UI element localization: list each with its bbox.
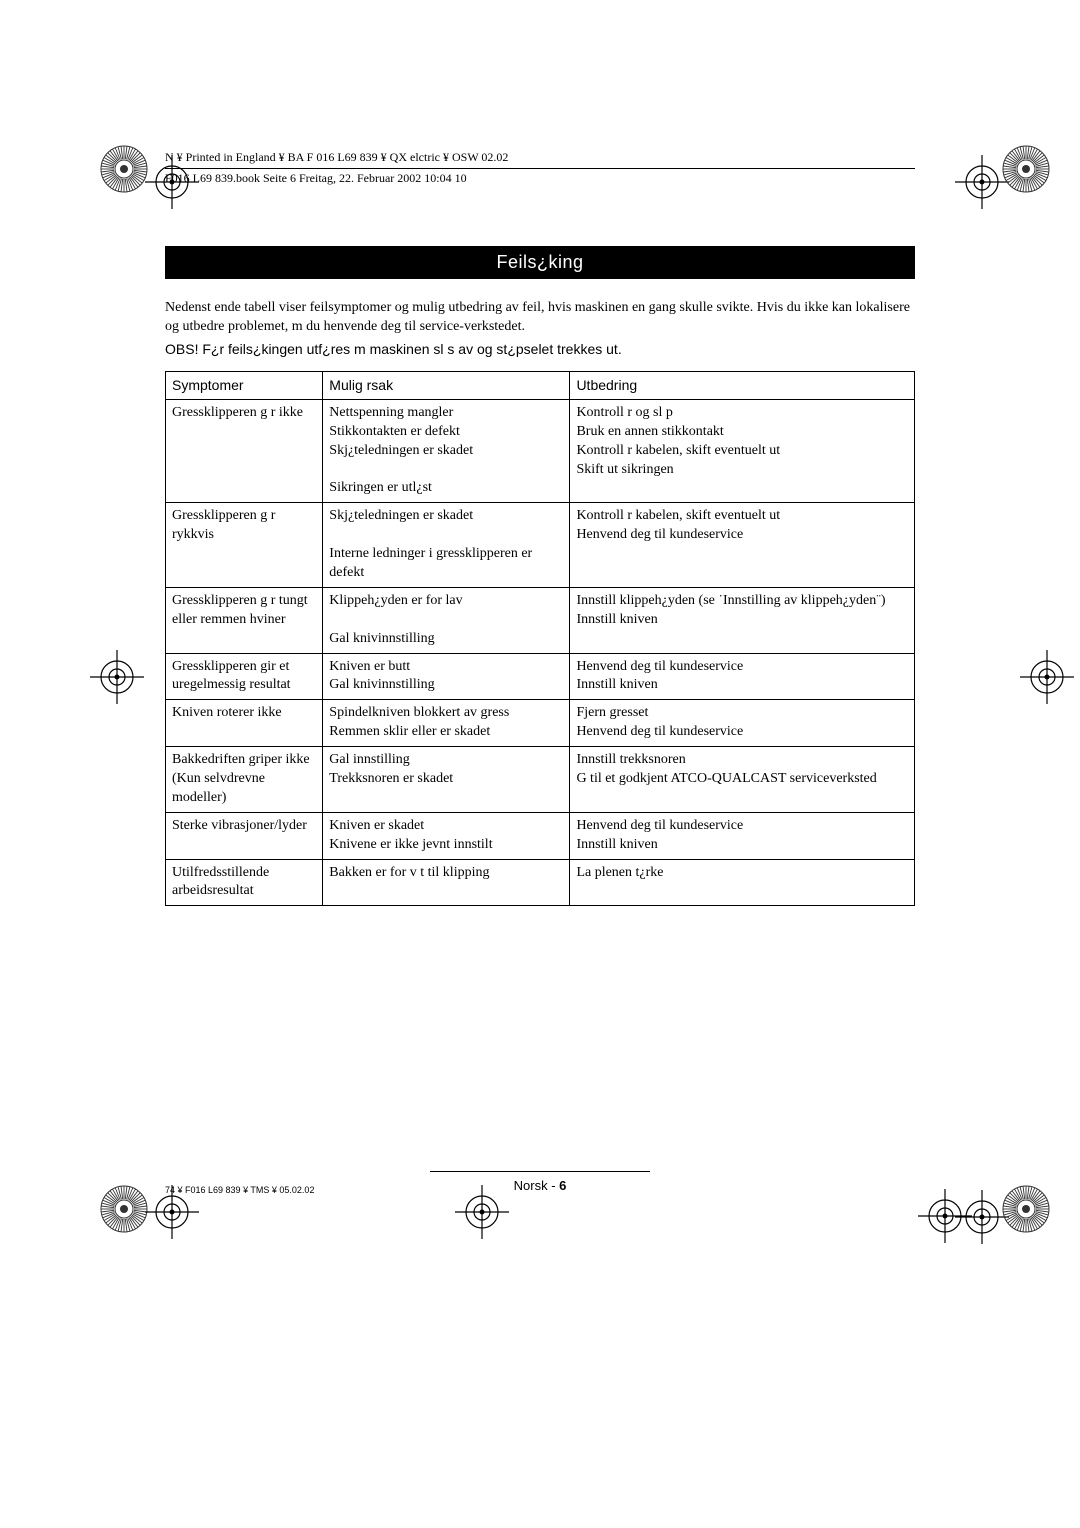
- crop-starburst-icon: [100, 145, 148, 193]
- footer-page: 6: [559, 1178, 566, 1193]
- registration-mark-icon: [145, 1185, 199, 1239]
- page-footer: 74 ¥ F016 L69 839 ¥ TMS ¥ 05.02.02 Norsk…: [165, 1171, 915, 1193]
- cell-symptom: Utilfredsstillende arbeidsresultat: [166, 859, 323, 906]
- th-cause: Mulig rsak: [323, 371, 570, 399]
- registration-mark-icon: [955, 155, 1009, 209]
- th-symptom: Symptomer: [166, 371, 323, 399]
- cell-fix: Henvend deg til kundeservice Innstill kn…: [570, 653, 915, 700]
- cell-symptom: Gressklipperen gir et uregelmessig resul…: [166, 653, 323, 700]
- footer-rule: [430, 1171, 650, 1172]
- footer-sep: -: [548, 1178, 560, 1193]
- table-row: Utilfredsstillende arbeidsresultatBakken…: [166, 859, 915, 906]
- cell-cause: Bakken er for v t til klipping: [323, 859, 570, 906]
- cell-fix: Innstill trekksnoren G til et godkjent A…: [570, 747, 915, 813]
- table-row: Sterke vibrasjoner/lyderKniven er skadet…: [166, 812, 915, 859]
- cell-fix: Fjern gresset Henvend deg til kundeservi…: [570, 700, 915, 747]
- cell-cause: Spindelkniven blokkert av gress Remmen s…: [323, 700, 570, 747]
- troubleshooting-table: Symptomer Mulig rsak Utbedring Gressklip…: [165, 371, 915, 906]
- table-row: Gressklipperen g r ikkeNettspenning mang…: [166, 399, 915, 502]
- table-row: Gressklipperen g r tungt eller remmen hv…: [166, 587, 915, 653]
- cell-symptom: Gressklipperen g r ikke: [166, 399, 323, 502]
- cell-cause: Nettspenning mangler Stikkontakten er de…: [323, 399, 570, 502]
- warning-line: OBS! F¿r feils¿kingen utf¿res m maskinen…: [165, 341, 915, 357]
- cell-symptom: Gressklipperen g r rykkvis: [166, 503, 323, 588]
- cell-cause: Kniven er butt Gal knivinnstilling: [323, 653, 570, 700]
- cell-fix: La plenen t¿rke: [570, 859, 915, 906]
- header-line1: N ¥ Printed in England ¥ BA F 016 L69 83…: [165, 150, 915, 166]
- registration-mark-icon: [1020, 650, 1074, 704]
- table-row: Gressklipperen g r rykkvisSkj¿teledninge…: [166, 503, 915, 588]
- table-row: Kniven roterer ikkeSpindelkniven blokker…: [166, 700, 915, 747]
- section-title: Feils¿king: [165, 246, 915, 279]
- th-fix: Utbedring: [570, 371, 915, 399]
- crop-starburst-icon: [100, 1185, 148, 1233]
- registration-mark-icon: [455, 1185, 509, 1239]
- cell-cause: Klippeh¿yden er for lav Gal knivinnstill…: [323, 587, 570, 653]
- cell-cause: Gal innstilling Trekksnoren er skadet: [323, 747, 570, 813]
- print-header: N ¥ Printed in England ¥ BA F 016 L69 83…: [165, 150, 915, 186]
- registration-mark-icon: [145, 155, 199, 209]
- table-body: Gressklipperen g r ikkeNettspenning mang…: [166, 399, 915, 905]
- cell-fix: Kontroll r kabelen, skift eventuelt ut H…: [570, 503, 915, 588]
- intro-paragraph: Nedenst ende tabell viser feilsymptomer …: [165, 299, 915, 337]
- crop-starburst-icon: [1002, 145, 1050, 193]
- header-line2: F016 L69 839.book Seite 6 Freitag, 22. F…: [165, 168, 915, 187]
- cell-symptom: Gressklipperen g r tungt eller remmen hv…: [166, 587, 323, 653]
- cell-symptom: Kniven roterer ikke: [166, 700, 323, 747]
- cell-cause: Skj¿teledningen er skadet Interne lednin…: [323, 503, 570, 588]
- cell-fix: Henvend deg til kundeservice Innstill kn…: [570, 812, 915, 859]
- cell-symptom: Bakkedriften griper ikke (Kun selvdrevne…: [166, 747, 323, 813]
- footer-lang: Norsk: [514, 1178, 548, 1193]
- crop-starburst-icon: [1002, 1185, 1050, 1233]
- registration-mark-icon: [955, 1190, 1009, 1244]
- cell-fix: Innstill klippeh¿yden (se ˙Innstilling a…: [570, 587, 915, 653]
- cell-cause: Kniven er skadet Knivene er ikke jevnt i…: [323, 812, 570, 859]
- table-row: Gressklipperen gir et uregelmessig resul…: [166, 653, 915, 700]
- table-header-row: Symptomer Mulig rsak Utbedring: [166, 371, 915, 399]
- cell-symptom: Sterke vibrasjoner/lyder: [166, 812, 323, 859]
- registration-mark-icon: [90, 650, 144, 704]
- cell-fix: Kontroll r og sl p Bruk en annen stikkon…: [570, 399, 915, 502]
- table-row: Bakkedriften griper ikke (Kun selvdrevne…: [166, 747, 915, 813]
- page-content: N ¥ Printed in England ¥ BA F 016 L69 83…: [165, 150, 915, 906]
